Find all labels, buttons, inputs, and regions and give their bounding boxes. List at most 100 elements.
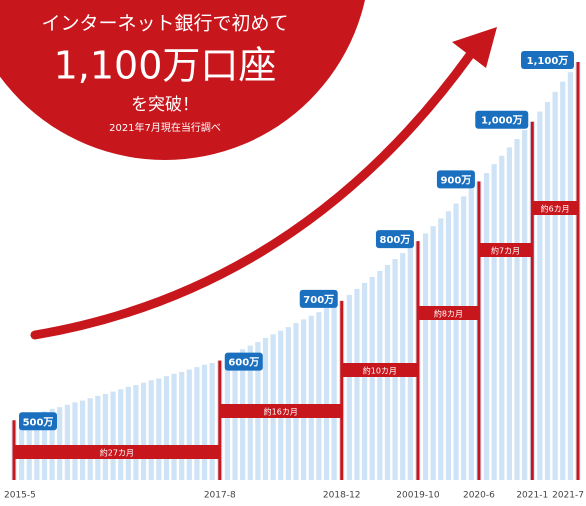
bar: [499, 155, 505, 480]
bar: [125, 386, 131, 480]
bar: [293, 322, 299, 480]
milestone-box: [224, 352, 263, 371]
headline: インターネット銀行で初めて: [41, 13, 288, 35]
milestone-box: [19, 412, 57, 431]
milestone-label: 1,000万: [481, 115, 523, 127]
bar: [422, 233, 429, 480]
duration-band: [417, 306, 479, 320]
x-tick-label: 2021-7: [552, 491, 584, 501]
bar: [560, 81, 566, 480]
note: 2021年7月現在当行調べ: [109, 121, 221, 134]
bar: [331, 304, 337, 480]
bar: [186, 369, 192, 480]
bar: [79, 400, 86, 480]
bar: [148, 380, 154, 480]
duration-band: [14, 445, 220, 459]
milestone-box: [436, 170, 475, 189]
bar: [163, 376, 170, 480]
milestone-box: [299, 289, 338, 308]
bar: [102, 394, 109, 480]
bar: [323, 308, 330, 480]
x-tick-label: 2015-5: [4, 491, 36, 501]
bar: [354, 288, 360, 480]
milestone-box: [521, 51, 574, 69]
x-tick-label: 2021-1: [516, 491, 548, 501]
milestone-label: 900万: [440, 174, 471, 186]
bar: [514, 139, 520, 480]
milestone-line: [340, 300, 344, 480]
bar: [346, 294, 352, 480]
bar: [224, 356, 231, 480]
bar: [95, 395, 101, 480]
bar: [537, 111, 543, 480]
bar: [156, 378, 162, 480]
milestone-label: 800万: [380, 234, 411, 246]
bar: [118, 389, 124, 480]
bar: [369, 276, 375, 480]
duration-label: 約10カ月: [363, 366, 397, 376]
bar: [453, 203, 459, 480]
milestone-label: 500万: [23, 416, 54, 428]
bar: [209, 362, 215, 480]
milestone-line: [530, 121, 534, 480]
headline-badge: [0, 0, 365, 160]
bar: [194, 367, 200, 480]
bar: [179, 371, 185, 480]
bar: [110, 391, 116, 480]
growth-arrow: [30, 50, 475, 340]
bar: [552, 91, 558, 480]
x-tick-label: 20019-10: [396, 491, 440, 501]
milestone-line: [416, 241, 420, 480]
bar: [438, 218, 444, 481]
duration-band: [532, 201, 578, 215]
duration-band: [478, 243, 533, 257]
bar: [522, 130, 528, 480]
duration-band: [341, 363, 418, 377]
chart-title: 1,100万口座: [54, 44, 277, 88]
bar: [64, 404, 70, 480]
arrow-head: [452, 27, 497, 68]
duration-label: 約6カ月: [541, 204, 570, 214]
bar: [87, 398, 93, 480]
duration-label: 約7カ月: [491, 246, 520, 256]
bar: [57, 407, 63, 480]
duration-band: [219, 404, 342, 418]
bar: [171, 373, 177, 480]
bar: [506, 147, 513, 481]
bar: [133, 385, 139, 480]
bar: [491, 164, 497, 480]
duration-label: 約27カ月: [100, 448, 134, 458]
x-tick-label: 2020-6: [463, 491, 495, 501]
milestone-box: [375, 230, 414, 249]
bar: [461, 196, 467, 480]
milestone-label: 1,100万: [527, 55, 569, 67]
x-tick-label: 2018-12: [323, 491, 361, 501]
bar: [285, 327, 291, 480]
milestone-box: [475, 110, 529, 129]
duration-label: 約16カ月: [264, 407, 298, 417]
x-tick-label: 2017-8: [204, 491, 236, 501]
bar: [483, 173, 490, 480]
bar: [445, 211, 452, 481]
milestone-label: 600万: [228, 357, 259, 369]
bar: [201, 364, 208, 480]
bar: [49, 408, 55, 480]
milestone-line: [218, 360, 222, 480]
bar: [72, 402, 78, 480]
subtitle: を突破！: [131, 95, 199, 115]
bar: [430, 226, 436, 480]
milestone-label: 700万: [303, 294, 334, 306]
bar: [308, 315, 314, 480]
plot-area: 2015-5 2017-8 2018-12 20019-10 2020-6 2021-1 2…: [4, 51, 584, 501]
milestone-line: [576, 62, 580, 480]
bar: [468, 188, 474, 480]
bar: [316, 312, 322, 480]
bar: [544, 102, 551, 480]
milestone-line: [477, 181, 481, 480]
duration-label: 約8カ月: [434, 309, 463, 319]
bar: [140, 382, 147, 480]
bar: [301, 319, 307, 480]
bar: [567, 72, 573, 480]
bar: [361, 282, 368, 480]
